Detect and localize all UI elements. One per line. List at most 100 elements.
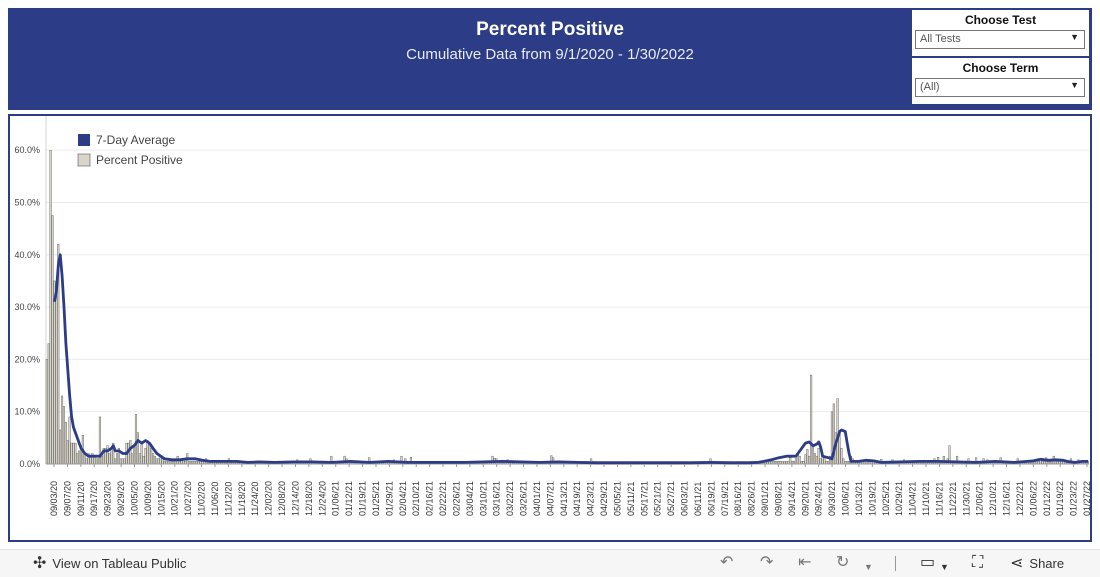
y-tick-label: 10.0%	[14, 407, 40, 417]
x-tick-label: 11/02/20	[197, 482, 207, 516]
view-on-tableau-link[interactable]: ✣ View on Tableau Public	[33, 555, 186, 571]
bar	[142, 455, 145, 465]
term-dropdown-value: (All)	[920, 81, 940, 93]
x-tick-label: 10/15/20	[156, 481, 166, 516]
bar	[45, 359, 48, 465]
x-tick-label: 05/05/21	[613, 481, 623, 516]
bar	[108, 453, 111, 465]
x-tick-label: 05/27/21	[666, 481, 676, 516]
x-tick-label: 09/11/20	[76, 482, 86, 516]
x-tick-label: 03/04/21	[465, 481, 475, 516]
x-tick-label: 11/10/21	[921, 482, 931, 516]
bar	[55, 296, 58, 465]
x-tick-label: 11/18/20	[237, 482, 247, 516]
bar	[100, 455, 103, 465]
bar	[798, 455, 801, 465]
bar	[70, 442, 73, 465]
x-tick-label: 09/29/20	[116, 481, 126, 516]
legend-swatch-average	[78, 134, 90, 146]
toolbar-divider	[895, 556, 896, 571]
x-tick-label: 09/03/20	[49, 481, 59, 516]
y-tick-label: 40.0%	[14, 250, 40, 260]
x-tick-label: 12/08/20	[277, 481, 287, 516]
bar	[811, 445, 815, 465]
x-tick-label: 09/20/21	[800, 481, 810, 516]
x-tick-label: 06/19/21	[706, 481, 716, 516]
bar	[150, 448, 153, 465]
x-tick-label: 03/22/21	[505, 481, 515, 516]
bar	[789, 457, 792, 465]
revert-icon[interactable]: ⇤	[798, 554, 812, 571]
x-tick-label: 12/06/21	[975, 481, 985, 516]
redo-icon[interactable]: ↷	[760, 554, 774, 571]
x-tick-label: 03/26/21	[519, 481, 529, 516]
bar	[810, 374, 813, 465]
x-tick-label: 02/22/21	[438, 481, 448, 516]
bar	[76, 453, 79, 465]
bar	[138, 453, 141, 465]
bar	[85, 458, 88, 465]
x-tick-label: 12/18/20	[304, 481, 314, 516]
bar	[153, 455, 156, 465]
percent-positive-chart[interactable]: 0.0% 10.0% 20.0% 30.0% 40.0% 50.0% 60.0% 09/03/…	[10, 116, 1090, 540]
term-dropdown[interactable]: (All) ▼	[915, 78, 1085, 97]
x-tick-label: 06/11/21	[693, 482, 703, 516]
bar	[64, 421, 67, 465]
x-tick-label: 12/14/20	[291, 481, 301, 516]
x-tick-label: 11/12/20	[223, 482, 233, 516]
chart-panel: 0.0% 10.0% 20.0% 30.0% 40.0% 50.0% 60.0% 09/03/…	[8, 114, 1092, 542]
bar	[110, 448, 113, 465]
bar	[106, 445, 109, 465]
x-tick-label: 12/22/21	[1015, 481, 1025, 516]
x-tick-label: 12/24/20	[317, 481, 327, 516]
refresh-icon[interactable]: ↻	[836, 554, 850, 571]
undo-icon[interactable]: ↶	[720, 554, 734, 571]
x-tick-label: 09/08/21	[773, 481, 783, 516]
x-tick-label: 01/19/22	[1055, 481, 1065, 516]
x-tick-label: 04/07/21	[545, 481, 555, 516]
filter-choose-term: Choose Term (All) ▼	[912, 58, 1089, 104]
comment-icon[interactable]: ▭	[920, 554, 936, 571]
x-tick-label: 05/17/21	[639, 481, 649, 516]
header-banner: Percent Positive Cumulative Data from 9/…	[8, 8, 1092, 110]
bar	[144, 448, 147, 465]
x-tick-label: 01/27/22	[1082, 481, 1090, 516]
y-tick-label: 50.0%	[14, 197, 40, 207]
fullscreen-icon[interactable]: ⛶	[972, 554, 984, 571]
seven-day-average-line	[53, 253, 1089, 465]
bar	[51, 215, 54, 465]
x-tick-label: 08/26/21	[747, 481, 757, 516]
legend-label-average: 7-Day Average	[96, 133, 175, 147]
x-tick-label: 02/26/21	[452, 481, 462, 516]
x-tick-label: 01/29/21	[384, 481, 394, 516]
x-tick-label: 12/10/21	[988, 481, 998, 516]
test-dropdown[interactable]: All Tests ▼	[915, 30, 1085, 49]
bar	[842, 458, 845, 465]
comment-menu-arrow-icon[interactable]: ▼	[940, 562, 949, 572]
refresh-menu-arrow-icon[interactable]: ▼	[864, 562, 873, 572]
x-tick-label: 10/09/20	[143, 481, 153, 516]
test-dropdown-value: All Tests	[920, 33, 961, 45]
bar	[49, 149, 52, 465]
bar	[813, 453, 816, 465]
tableau-toolbar: ✣ View on Tableau Public ↶ ↷ ⇤ ↻ ▼ ▭ ▼ ⛶…	[0, 549, 1100, 577]
bar	[129, 440, 132, 465]
filter-test-label: Choose Test	[964, 13, 1037, 27]
x-tick-label: 11/16/21	[934, 482, 944, 516]
share-button[interactable]: ⋖ Share	[1010, 555, 1064, 571]
bar	[155, 458, 158, 465]
bar	[133, 445, 136, 465]
bar	[146, 440, 149, 465]
x-tick-label: 10/05/20	[130, 481, 140, 516]
x-tick-label: 03/16/21	[492, 481, 502, 516]
x-tick-label: 09/01/21	[760, 481, 770, 516]
bar	[78, 450, 81, 465]
x-tick-label: 02/10/21	[411, 481, 421, 516]
x-tick-label: 11/04/21	[908, 482, 918, 516]
y-tick-label: 30.0%	[14, 302, 40, 312]
bar	[119, 458, 122, 465]
x-tick-label: 11/30/21	[961, 482, 971, 516]
x-tick-label: 06/03/21	[680, 481, 690, 516]
bar	[72, 442, 75, 465]
